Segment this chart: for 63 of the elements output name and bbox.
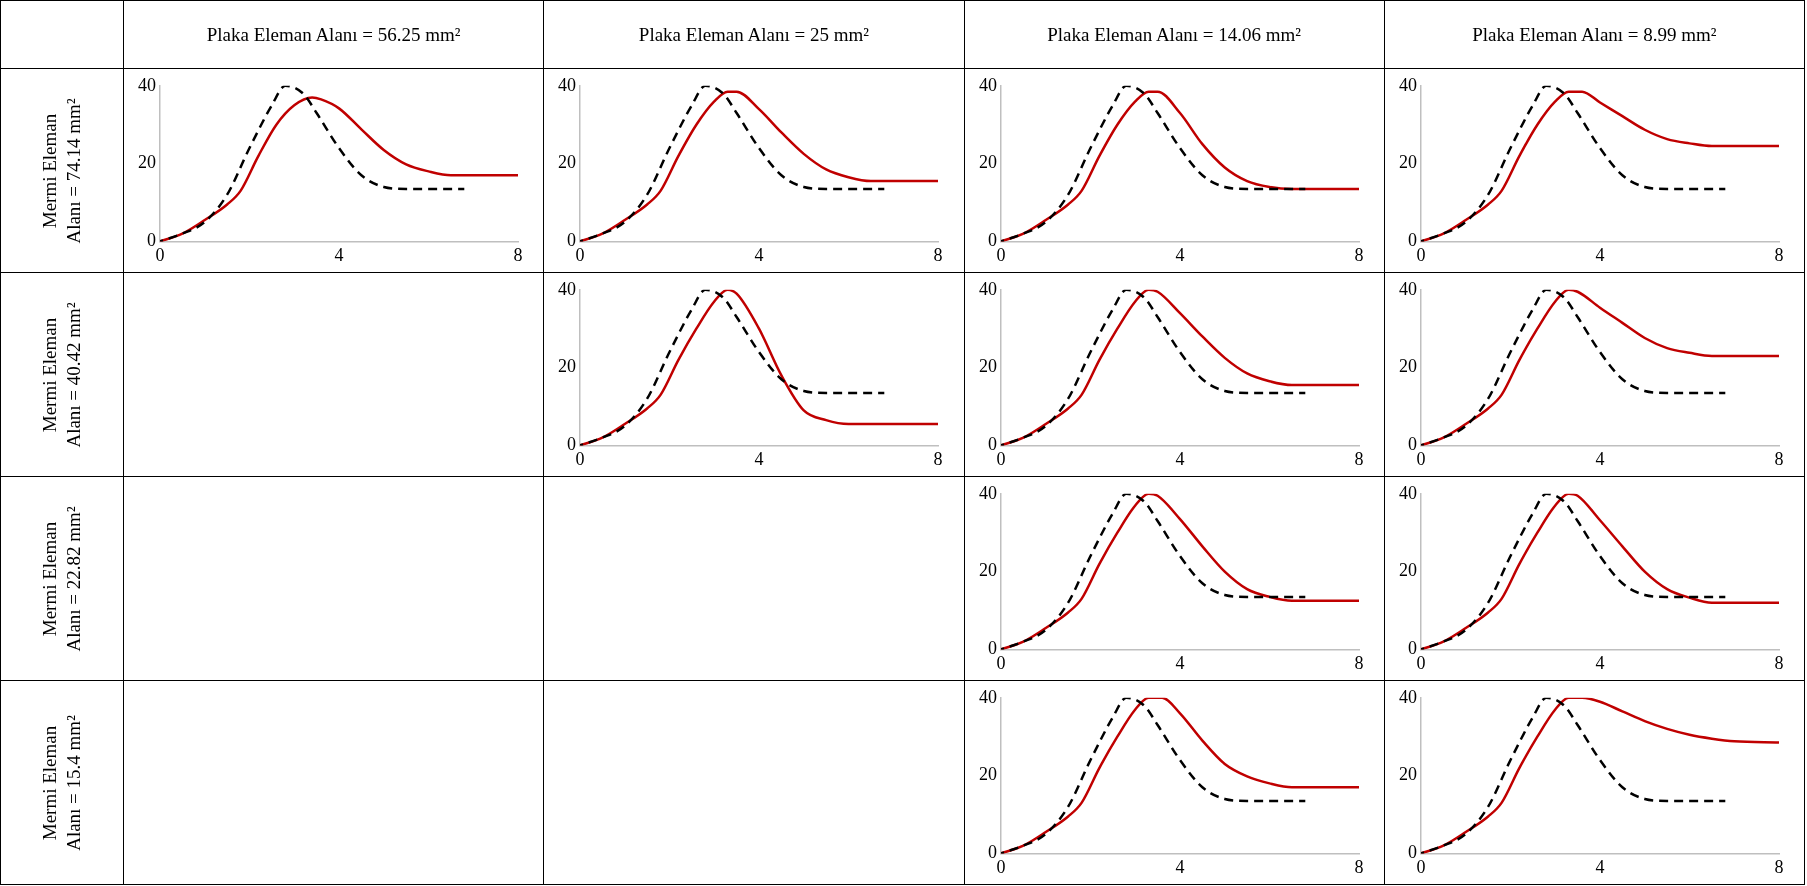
y-tick-label: 40 [558, 74, 577, 95]
y-tick-label: 40 [978, 74, 997, 95]
y-tick-label: 0 [1407, 841, 1417, 862]
y-tick-label: 20 [978, 151, 997, 172]
y-tick-label: 40 [138, 74, 156, 95]
y-tick-label: 20 [558, 355, 577, 376]
y-tick-label: 40 [978, 278, 997, 299]
y-tick-label: 40 [558, 278, 577, 299]
y-tick-label: 40 [1398, 278, 1417, 299]
y-tick-label: 40 [978, 686, 997, 707]
y-tick-label: 20 [978, 763, 997, 784]
x-tick-label: 4 [1595, 244, 1605, 265]
x-tick-label: 4 [754, 448, 764, 469]
x-tick-label: 8 [1354, 244, 1363, 265]
chart-title: Plaka Eleman Alanı = 25 mm² [543, 0, 964, 69]
y-tick-label: 40 [1398, 482, 1417, 503]
chart-title: Plaka Eleman Alanı = 8.99 mm² [1384, 0, 1805, 69]
x-tick-label: 4 [1595, 652, 1605, 673]
y-tick-label: 20 [1398, 763, 1417, 784]
x-tick-label: 8 [1774, 652, 1784, 673]
y-tick-label: 0 [987, 637, 997, 658]
y-axis-title: Mermi Eleman Alanı = 22.82 mm² [38, 504, 85, 654]
y-tick-label: 0 [147, 229, 156, 250]
y-tick-label: 0 [987, 433, 997, 454]
y-tick-label: 0 [987, 841, 997, 862]
y-tick-label: 40 [1398, 686, 1417, 707]
y-tick-label: 0 [987, 229, 997, 250]
y-tick-label: 40 [1398, 74, 1417, 95]
x-tick-label: 4 [1595, 448, 1605, 469]
x-tick-label: 8 [933, 448, 943, 469]
x-tick-label: 8 [1774, 244, 1784, 265]
x-tick-label: 8 [1354, 652, 1363, 673]
y-tick-label: 20 [558, 151, 577, 172]
x-tick-label: 4 [334, 244, 344, 265]
y-axis-title: Mermi Eleman Alanı = 74.14 mm² [38, 96, 85, 246]
x-tick-label: 8 [1354, 448, 1363, 469]
x-tick-label: 8 [1774, 856, 1784, 877]
y-tick-label: 20 [1398, 559, 1417, 580]
y-tick-label: 20 [1398, 355, 1417, 376]
y-tick-label: 0 [567, 229, 577, 250]
x-tick-label: 8 [1774, 448, 1784, 469]
x-tick-label: 8 [933, 244, 943, 265]
y-axis-title: Mermi Eleman Alanı = 15.4 mm² [38, 713, 85, 853]
y-tick-label: 0 [1407, 433, 1417, 454]
x-tick-label: 4 [1175, 856, 1184, 877]
y-tick-label: 0 [1407, 637, 1417, 658]
chart-title: Plaka Eleman Alanı = 14.06 mm² [964, 0, 1385, 69]
x-tick-label: 4 [754, 244, 764, 265]
y-tick-label: 20 [978, 355, 997, 376]
y-axis-title: Mermi Eleman Alanı = 40.42 mm² [38, 300, 85, 450]
x-tick-label: 4 [1175, 652, 1184, 673]
y-tick-label: 20 [978, 559, 997, 580]
x-tick-label: 8 [513, 244, 523, 265]
y-tick-label: 40 [978, 482, 997, 503]
y-tick-label: 0 [1407, 229, 1417, 250]
y-tick-label: 20 [138, 151, 156, 172]
x-tick-label: 4 [1175, 448, 1184, 469]
x-tick-label: 4 [1175, 244, 1184, 265]
x-tick-label: 4 [1595, 856, 1605, 877]
y-tick-label: 0 [567, 433, 577, 454]
y-tick-label: 20 [1398, 151, 1417, 172]
x-tick-label: 8 [1354, 856, 1363, 877]
chart-title: Plaka Eleman Alanı = 56.25 mm² [123, 0, 544, 69]
